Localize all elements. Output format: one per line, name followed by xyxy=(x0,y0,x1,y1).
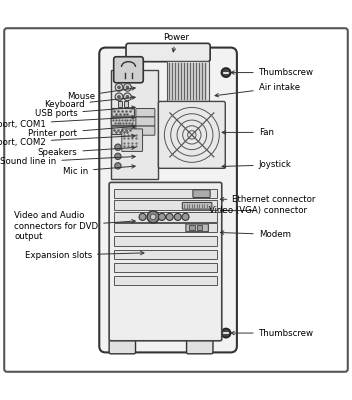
FancyBboxPatch shape xyxy=(109,340,136,354)
Circle shape xyxy=(115,153,121,160)
Bar xyxy=(114,250,217,259)
Bar xyxy=(167,61,209,102)
FancyBboxPatch shape xyxy=(109,182,222,341)
Text: Speakers: Speakers xyxy=(38,146,135,157)
Circle shape xyxy=(124,84,131,91)
FancyBboxPatch shape xyxy=(111,118,137,125)
Text: Thumbscrew: Thumbscrew xyxy=(231,328,314,338)
Circle shape xyxy=(126,86,129,89)
FancyBboxPatch shape xyxy=(114,57,143,83)
Circle shape xyxy=(166,213,173,220)
Text: Thumbscrew: Thumbscrew xyxy=(231,68,314,77)
Bar xyxy=(114,200,217,210)
Text: Joystick: Joystick xyxy=(222,160,291,169)
Circle shape xyxy=(221,68,231,77)
Bar xyxy=(114,189,217,198)
Text: USB ports: USB ports xyxy=(35,106,135,118)
FancyBboxPatch shape xyxy=(112,127,134,134)
FancyBboxPatch shape xyxy=(158,102,225,168)
Text: Serial port, COM1: Serial port, COM1 xyxy=(0,116,135,129)
Bar xyxy=(111,70,158,179)
Text: Video and Audio
connectors for DVD
output: Video and Audio connectors for DVD outpu… xyxy=(14,212,135,241)
Text: Sound line in: Sound line in xyxy=(0,155,135,166)
Text: Ethernet connector: Ethernet connector xyxy=(220,195,316,204)
Text: Modem: Modem xyxy=(220,230,291,239)
Circle shape xyxy=(126,96,129,98)
Circle shape xyxy=(115,163,121,169)
Bar xyxy=(118,101,122,107)
FancyBboxPatch shape xyxy=(187,340,213,354)
Bar xyxy=(114,276,217,285)
FancyBboxPatch shape xyxy=(126,43,210,62)
Text: Serial port, COM2: Serial port, COM2 xyxy=(0,134,135,147)
FancyBboxPatch shape xyxy=(136,108,155,117)
Bar xyxy=(114,212,217,222)
Circle shape xyxy=(124,93,131,101)
Circle shape xyxy=(139,213,146,220)
Bar xyxy=(197,225,202,230)
Bar xyxy=(114,223,217,232)
FancyBboxPatch shape xyxy=(186,224,208,232)
Circle shape xyxy=(115,84,123,91)
FancyBboxPatch shape xyxy=(122,129,143,152)
FancyBboxPatch shape xyxy=(182,202,212,209)
FancyBboxPatch shape xyxy=(136,117,155,126)
Circle shape xyxy=(174,213,181,220)
Bar xyxy=(114,263,217,272)
Text: Power: Power xyxy=(163,33,189,52)
Circle shape xyxy=(150,214,156,220)
Text: Fan: Fan xyxy=(222,128,274,137)
FancyBboxPatch shape xyxy=(99,48,237,352)
FancyBboxPatch shape xyxy=(4,28,348,372)
Bar xyxy=(114,236,217,246)
Text: Air intake: Air intake xyxy=(215,83,300,97)
Text: Mic in: Mic in xyxy=(63,165,135,176)
Text: Printer port: Printer port xyxy=(29,125,135,138)
FancyBboxPatch shape xyxy=(136,126,155,135)
Circle shape xyxy=(115,144,121,150)
Text: Expansion slots: Expansion slots xyxy=(25,251,144,260)
Circle shape xyxy=(158,213,165,220)
Circle shape xyxy=(147,211,159,223)
Circle shape xyxy=(118,86,120,89)
Text: Mouse: Mouse xyxy=(67,87,135,101)
Bar xyxy=(124,101,128,107)
FancyBboxPatch shape xyxy=(193,190,210,198)
Text: Video (VGA) connector: Video (VGA) connector xyxy=(209,206,307,215)
Bar xyxy=(189,225,195,230)
FancyBboxPatch shape xyxy=(112,108,134,116)
Circle shape xyxy=(115,93,123,101)
Text: Keyboard: Keyboard xyxy=(44,96,135,110)
Circle shape xyxy=(118,96,120,98)
Circle shape xyxy=(221,328,231,338)
Circle shape xyxy=(182,213,189,220)
